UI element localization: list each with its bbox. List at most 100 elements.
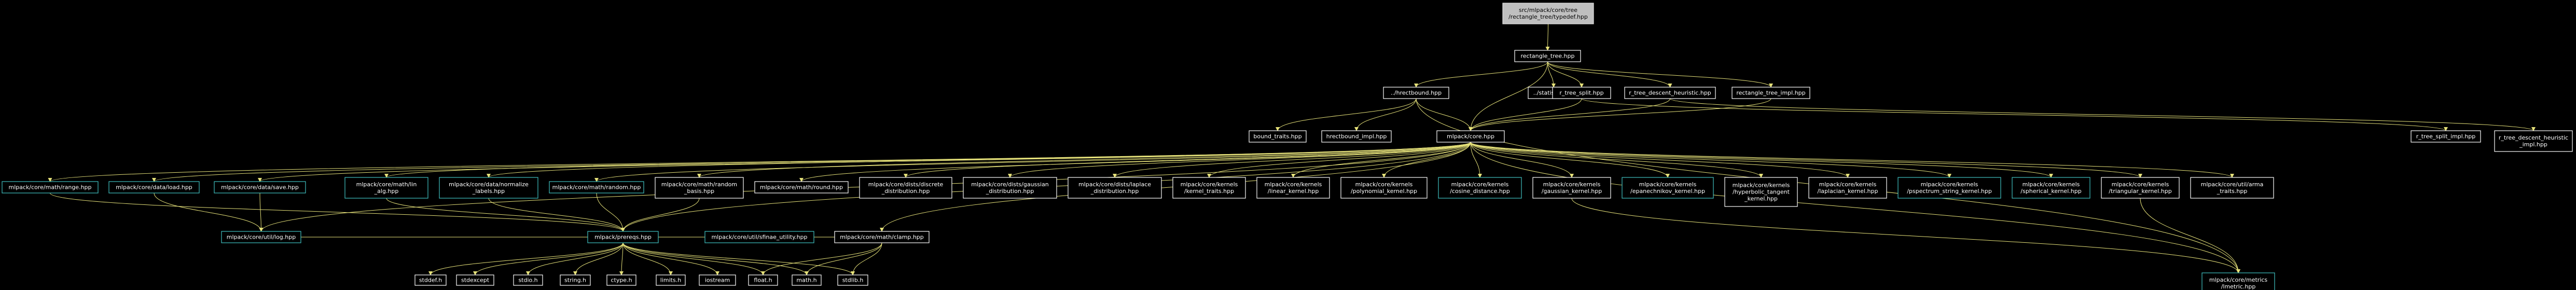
- node-label: /lmetric.hpp: [2221, 283, 2256, 290]
- edge-core-to-random: [594, 142, 1471, 182]
- node-label: mlpack/core/kernels: [1265, 181, 1322, 188]
- edge-core-to-rbasis: [697, 142, 1471, 178]
- node-clamp[interactable]: mlpack/core/math/clamp.hpp: [834, 231, 930, 243]
- node-rtsplit[interactable]: r_tree_split.hpp: [1552, 87, 1611, 99]
- node-core[interactable]: mlpack/core.hpp: [1436, 130, 1505, 143]
- node-label: r_tree_descent_heuristic.hpp: [1629, 90, 1711, 96]
- node-btraits[interactable]: bound_traits.hpp: [1249, 130, 1307, 143]
- edge-rtree-to-hrect: [1414, 61, 1548, 88]
- node-label: _kernel.hpp: [1744, 196, 1778, 202]
- node-random[interactable]: mlpack/core/math/random.hpp: [549, 181, 644, 194]
- edge-save-to-log: [259, 192, 264, 232]
- node-range[interactable]: mlpack/core/math/range.hpp: [2, 181, 99, 194]
- edge-prereqs-to-iostream: [622, 242, 719, 275]
- node-stdio[interactable]: stdio.h: [513, 274, 543, 286]
- node-label: _impl.hpp: [2519, 141, 2547, 148]
- node-sfinae[interactable]: mlpack/core/util/sfinae_utility.hpp: [704, 231, 814, 243]
- node-label: mlpack/core/util/sfinae_utility.hpp: [711, 234, 807, 241]
- edge-core-to-htan: [1470, 142, 1763, 178]
- node-ctype[interactable]: ctype.h: [606, 274, 636, 286]
- node-box: [1532, 177, 1611, 199]
- node-htan[interactable]: mlpack/core/kernels/hyperbolic_tangent_k…: [1724, 177, 1798, 207]
- node-label: _distribution.hpp: [881, 188, 930, 195]
- edge-rtree-to-core: [1469, 61, 1548, 131]
- edge-clamp-to-float: [761, 242, 882, 275]
- node-label: /laplacian_kernel.hpp: [1818, 188, 1878, 195]
- node-label: mlpack/core/dists/gaussian: [971, 181, 1049, 188]
- node-label: mlpack/core/kernels: [1819, 181, 1877, 188]
- node-label: mlpack/core/data/save.hpp: [221, 184, 299, 191]
- node-box: [214, 181, 306, 194]
- node-string[interactable]: string.h: [560, 274, 591, 286]
- node-float[interactable]: float.h: [748, 274, 778, 286]
- node-label: mlpack/core/dists/laplace: [1078, 181, 1151, 188]
- node-stdlib[interactable]: stdlib.h: [837, 274, 868, 286]
- node-rtsplitimpl[interactable]: r_tree_split_impl.hpp: [2411, 130, 2481, 143]
- node-nlabels[interactable]: mlpack/core/data/normalize_labels.hpp: [439, 177, 538, 199]
- node-box: [1552, 87, 1611, 99]
- node-label: mlpack/core/math/range.hpp: [8, 184, 91, 191]
- node-limits[interactable]: limits.h: [656, 274, 686, 286]
- node-box: [414, 274, 447, 286]
- node-poly[interactable]: mlpack/core/kernels/polynomial_kernel.hp…: [1340, 177, 1428, 199]
- edge-clamp-to-math: [805, 242, 882, 275]
- node-pspec[interactable]: mlpack/core/kernels/pspectrum_string_ker…: [1898, 177, 2001, 199]
- node-save[interactable]: mlpack/core/data/save.hpp: [214, 181, 306, 194]
- node-cosine[interactable]: mlpack/core/kernels/cosine_distance.hpp: [1438, 177, 1522, 199]
- node-prereqs[interactable]: mlpack/prereqs.hpp: [587, 231, 659, 243]
- edge-tri-to-lmetric: [2140, 198, 2240, 273]
- node-box: [1256, 177, 1330, 199]
- node-box: [549, 181, 644, 194]
- node-gauss[interactable]: mlpack/core/kernels/gaussian_kernel.hpp: [1532, 177, 1611, 199]
- edge-prereqs-to-ctype: [619, 242, 624, 275]
- node-rtdesc[interactable]: r_tree_descent_heuristic.hpp: [1624, 87, 1716, 99]
- edge-hrect-to-core: [1416, 98, 1473, 131]
- node-rbasis[interactable]: mlpack/core/math/random_basis.hpp: [655, 177, 744, 199]
- edge-range-to-prereqs: [50, 192, 625, 232]
- node-hrectimpl[interactable]: hrectbound_impl.hpp: [1321, 130, 1392, 143]
- node-label: bound_traits.hpp: [1253, 133, 1301, 140]
- node-math[interactable]: math.h: [792, 274, 822, 286]
- node-box: [606, 274, 636, 286]
- node-epan[interactable]: mlpack/core/kernels/epanechnikov_kernel.…: [1622, 177, 1714, 199]
- node-label: mlpack/core/kernels: [1451, 181, 1509, 188]
- node-label: mlpack/core/math/random.hpp: [552, 184, 641, 191]
- edge-core-to-ctraits: [1470, 142, 2234, 178]
- node-label: mlpack/core/kernels: [1543, 181, 1601, 188]
- node-lmetric[interactable]: mlpack/core/metrics/lmetric.hpp: [2201, 272, 2275, 290]
- node-spher[interactable]: mlpack/core/kernels/spherical_kernel.hpp: [2012, 177, 2090, 199]
- node-label: /rectangle_tree/typedef.hpp: [1508, 13, 1588, 20]
- node-label: mlpack/core/math/round.hpp: [760, 184, 843, 191]
- node-rtree[interactable]: rectangle_tree.hpp: [1514, 50, 1581, 62]
- file-nodes: src/mlpack/core/tree/rectangle_tree/type…: [2, 3, 2573, 290]
- node-label: stdlib.h: [842, 277, 864, 284]
- node-ktraits[interactable]: mlpack/core/kernels/kernel_traits.hpp: [1172, 177, 1246, 199]
- node-box: [2494, 130, 2573, 152]
- node-load[interactable]: mlpack/core/data/load.hpp: [108, 181, 200, 194]
- edge-prereqs-to-stddef: [428, 242, 624, 275]
- node-stddef[interactable]: stddef.h: [414, 274, 447, 286]
- node-ddist[interactable]: mlpack/core/dists/discrete_distribution.…: [859, 177, 952, 199]
- node-ctraits[interactable]: mlpack/core/util/arma_traits.hpp: [2190, 177, 2274, 199]
- node-lapk[interactable]: mlpack/core/kernels/laplacian_kernel.hpp: [1808, 177, 1887, 199]
- node-iostream[interactable]: iostream: [699, 274, 736, 286]
- node-box: [513, 274, 543, 286]
- node-box: [834, 231, 930, 243]
- node-log[interactable]: mlpack/core/util/log.hpp: [221, 231, 301, 243]
- node-lcg[interactable]: mlpack/core/math/lin_alg.hpp: [344, 177, 428, 199]
- node-linear[interactable]: mlpack/core/kernels/linear_kernel.hpp: [1256, 177, 1330, 199]
- node-box: [1898, 177, 2001, 199]
- node-rtdescimpl[interactable]: r_tree_descent_heuristic_impl.hpp: [2494, 130, 2573, 152]
- node-tri[interactable]: mlpack/core/kernels/triangular_kernel.hp…: [2101, 177, 2180, 199]
- node-box: [754, 181, 849, 194]
- node-ldist[interactable]: mlpack/core/dists/laplace_distribution.h…: [1068, 177, 1162, 199]
- node-round[interactable]: mlpack/core/math/round.hpp: [754, 181, 849, 194]
- node-root[interactable]: src/mlpack/core/tree/rectangle_tree/type…: [1502, 3, 1594, 24]
- node-rtimpl[interactable]: rectangle_tree_impl.hpp: [1732, 87, 1810, 99]
- node-box: [587, 231, 659, 243]
- node-label: mlpack/core/kernels: [1181, 181, 1238, 188]
- node-box: [748, 274, 778, 286]
- node-gdist[interactable]: mlpack/core/dists/gaussian_distribution.…: [963, 177, 1057, 199]
- node-stdexcept[interactable]: stdexcept: [456, 274, 494, 286]
- node-hrect[interactable]: ../hrectbound.hpp: [1383, 87, 1449, 99]
